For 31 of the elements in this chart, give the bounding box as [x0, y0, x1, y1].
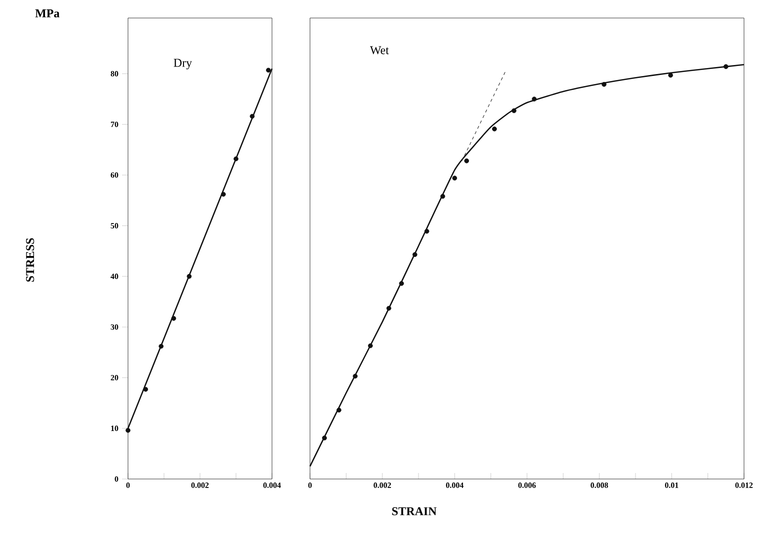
point — [221, 192, 226, 197]
point — [492, 126, 497, 132]
point — [250, 114, 255, 119]
point — [668, 72, 673, 78]
point — [602, 82, 606, 87]
point — [399, 281, 404, 286]
text: MPa — [35, 9, 60, 18]
point — [386, 306, 392, 311]
point — [186, 274, 192, 279]
point — [352, 374, 358, 379]
point — [158, 344, 164, 349]
point — [724, 64, 728, 70]
y-axis-title: STRESS — [26, 238, 34, 282]
point — [440, 194, 446, 199]
point — [336, 408, 342, 413]
point — [368, 343, 373, 348]
point — [143, 386, 148, 392]
point — [126, 428, 130, 433]
point — [464, 158, 470, 164]
text: Dry — [174, 58, 192, 70]
point — [171, 316, 176, 321]
point — [322, 436, 327, 440]
x-axis-title: STRAIN — [392, 507, 437, 516]
text: Wet — [370, 46, 389, 54]
point — [234, 156, 238, 162]
point — [452, 176, 458, 180]
point — [512, 108, 516, 114]
point — [266, 68, 271, 73]
point — [532, 96, 537, 102]
point — [412, 252, 418, 257]
point — [424, 228, 430, 234]
